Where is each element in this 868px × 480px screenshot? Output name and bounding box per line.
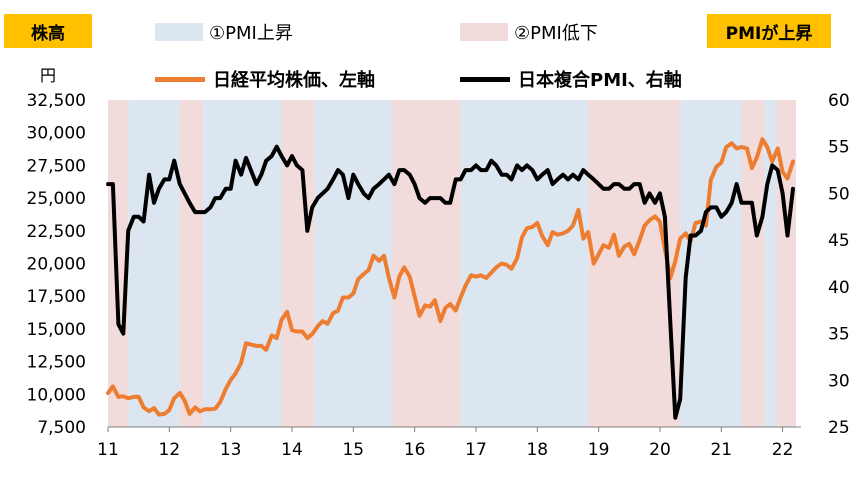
series-line-nikkei — [106, 137, 795, 417]
axes: 11 12 13 14 15 16 17 18 19 20 21 22 7,500 10,000 12,50… — [27, 91, 850, 460]
legend-shade-fall-label: ②PMI低下 — [514, 23, 598, 44]
badge-pmi-rise: PMIが上昇 — [707, 14, 831, 48]
left-tick-label-5: 20,000 — [27, 255, 86, 275]
left-tick-label-3: 15,000 — [27, 320, 86, 340]
right-tick-label-4: 45 — [828, 231, 850, 251]
series-line-pmi — [106, 144, 795, 420]
x-tick-label-11: 11 — [97, 440, 119, 460]
shade-period-10 — [741, 100, 765, 427]
shaded-periods — [108, 100, 797, 427]
x-tick-label-17: 17 — [465, 440, 487, 460]
x-tick-label-21: 21 — [710, 440, 732, 460]
right-tick-label-5: 50 — [828, 184, 850, 204]
shade-period-3 — [203, 100, 282, 427]
x-tick-label-16: 16 — [404, 440, 426, 460]
left-tick-label-7: 25,000 — [27, 189, 86, 209]
left-tick-label-10: 32,500 — [27, 91, 86, 111]
legend-shade-rise-swatch — [155, 23, 203, 41]
right-tick-label-6: 55 — [828, 138, 850, 158]
x-tick-label-19: 19 — [588, 440, 610, 460]
left-tick-label-2: 12,500 — [27, 353, 86, 373]
legend-shade-fall: ②PMI低下 — [460, 19, 598, 45]
left-tick-label-8: 27,500 — [27, 156, 86, 176]
right-tick-label-3: 40 — [828, 278, 850, 298]
left-tick-label-6: 22,500 — [27, 222, 86, 242]
legend-shade-rise-label: ①PMI上昇 — [209, 23, 293, 44]
x-tick-label-22: 22 — [772, 440, 794, 460]
left-tick-label-0: 7,500 — [37, 418, 86, 438]
shade-period-9 — [680, 100, 742, 427]
right-tick-label-7: 60 — [828, 91, 850, 111]
shade-period-5 — [314, 100, 392, 427]
legend-series-nikkei-swatch — [155, 76, 205, 82]
legend-shade-rise: ①PMI上昇 — [155, 19, 293, 45]
legend-series-nikkei-label: 日経平均株価、左軸 — [213, 70, 375, 91]
legend-series-pmi-swatch — [460, 76, 510, 82]
x-tick-label-20: 20 — [649, 440, 671, 460]
badge-stock-rise-label: 株高 — [31, 23, 65, 44]
shade-period-0 — [108, 100, 129, 427]
shade-period-2 — [179, 100, 204, 427]
right-tick-label-2: 35 — [828, 325, 850, 345]
right-tick-label-0: 25 — [828, 418, 850, 438]
legend-shade-fall-swatch — [460, 23, 508, 41]
left-tick-label-1: 10,000 — [27, 385, 86, 405]
x-tick-label-14: 14 — [281, 440, 303, 460]
series-lines — [106, 137, 795, 420]
x-tick-label-13: 13 — [220, 440, 242, 460]
shade-period-4 — [281, 100, 315, 427]
shade-period-8 — [588, 100, 681, 427]
shade-period-1 — [128, 100, 180, 427]
left-axis-unit: 円 — [40, 66, 57, 85]
badge-pmi-rise-label: PMIが上昇 — [725, 23, 813, 44]
legend-series-pmi: 日本複合PMI、右軸 — [460, 66, 682, 92]
badge-stock-rise: 株高 — [4, 14, 92, 48]
x-tick-label-15: 15 — [342, 440, 364, 460]
right-tick-label-1: 30 — [828, 371, 850, 391]
shade-period-7 — [460, 100, 589, 427]
x-tick-label-12: 12 — [159, 440, 181, 460]
left-tick-label-9: 30,000 — [27, 124, 86, 144]
shade-period-6 — [391, 100, 461, 427]
legend-series-nikkei: 日経平均株価、左軸 — [155, 66, 375, 92]
left-tick-label-4: 17,500 — [27, 287, 86, 307]
x-tick-label-18: 18 — [526, 440, 548, 460]
legend-series-pmi-label: 日本複合PMI、右軸 — [518, 70, 682, 91]
